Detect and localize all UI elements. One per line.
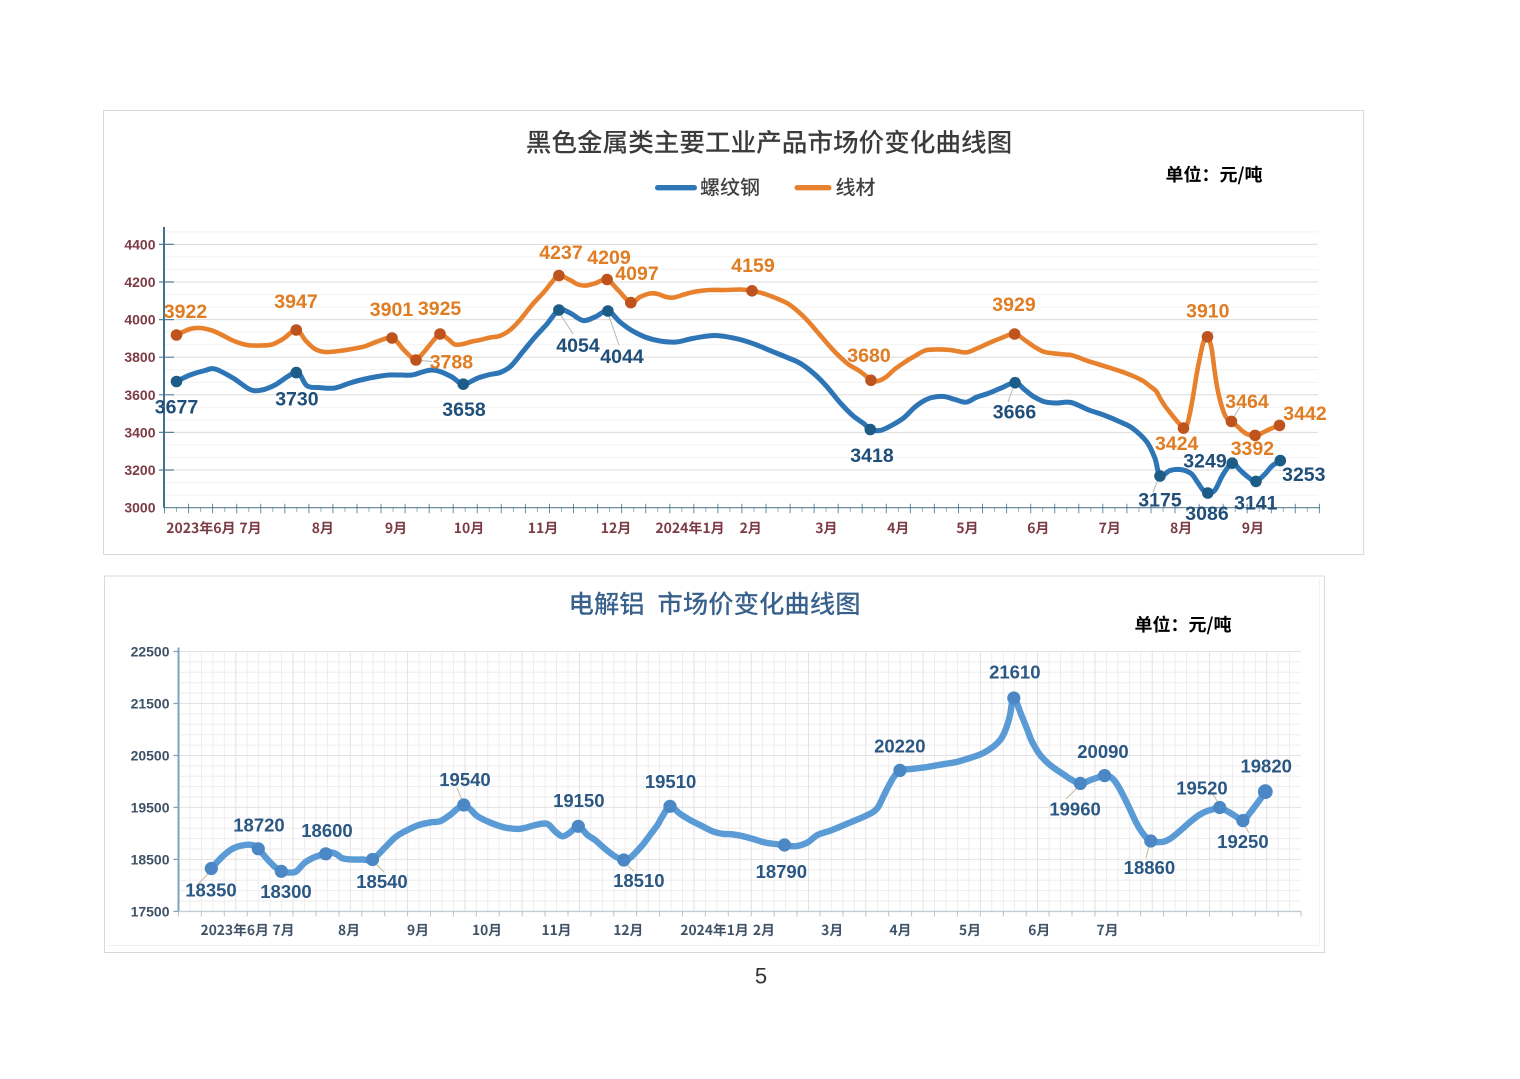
svg-text:18300: 18300	[260, 881, 311, 902]
svg-text:22500: 22500	[131, 644, 170, 660]
svg-text:3141: 3141	[1234, 492, 1278, 514]
svg-text:3929: 3929	[992, 294, 1036, 316]
svg-text:21500: 21500	[131, 696, 170, 712]
svg-text:18540: 18540	[356, 871, 407, 892]
svg-text:3901: 3901	[370, 299, 414, 321]
svg-text:20090: 20090	[1077, 741, 1128, 762]
svg-text:3600: 3600	[124, 387, 155, 403]
svg-text:3400: 3400	[124, 424, 155, 440]
svg-text:3730: 3730	[275, 388, 319, 410]
svg-text:20220: 20220	[874, 735, 925, 756]
svg-text:19510: 19510	[645, 771, 696, 792]
svg-text:4159: 4159	[731, 255, 775, 277]
svg-text:3200: 3200	[124, 462, 155, 478]
svg-text:3680: 3680	[847, 345, 891, 367]
svg-text:5: 5	[755, 964, 767, 989]
svg-text:19960: 19960	[1049, 798, 1100, 819]
svg-text:3086: 3086	[1185, 503, 1229, 525]
svg-text:4000: 4000	[124, 312, 155, 328]
svg-text:4209: 4209	[587, 247, 631, 269]
svg-text:3925: 3925	[418, 298, 462, 320]
svg-text:18350: 18350	[185, 880, 236, 901]
svg-text:4400: 4400	[124, 236, 155, 252]
svg-text:18510: 18510	[613, 870, 664, 891]
svg-text:19540: 19540	[439, 769, 490, 790]
svg-text:19150: 19150	[553, 790, 604, 811]
svg-text:4237: 4237	[539, 242, 582, 264]
svg-text:3666: 3666	[993, 402, 1037, 424]
svg-text:3658: 3658	[442, 399, 486, 421]
svg-text:3677: 3677	[155, 397, 198, 419]
svg-text:19520: 19520	[1176, 778, 1227, 799]
svg-text:3418: 3418	[850, 445, 894, 467]
svg-text:21610: 21610	[989, 661, 1040, 682]
svg-text:3442: 3442	[1283, 403, 1327, 425]
svg-text:18790: 18790	[756, 861, 807, 882]
svg-text:18720: 18720	[233, 815, 284, 836]
svg-text:3175: 3175	[1138, 490, 1182, 512]
svg-text:3249: 3249	[1183, 450, 1227, 472]
svg-text:18500: 18500	[131, 851, 170, 867]
svg-text:3464: 3464	[1225, 391, 1269, 413]
svg-text:4097: 4097	[615, 263, 658, 285]
svg-text:3788: 3788	[430, 352, 474, 374]
svg-text:18860: 18860	[1124, 857, 1175, 878]
svg-text:18600: 18600	[301, 820, 352, 841]
svg-text:19250: 19250	[1217, 831, 1268, 852]
svg-text:3947: 3947	[274, 291, 317, 313]
svg-text:17500: 17500	[131, 903, 170, 919]
svg-text:3910: 3910	[1186, 300, 1230, 322]
svg-text:19500: 19500	[131, 799, 170, 815]
svg-text:3253: 3253	[1282, 464, 1326, 486]
svg-text:3800: 3800	[124, 349, 155, 365]
svg-text:19820: 19820	[1240, 756, 1291, 777]
svg-text:3424: 3424	[1155, 433, 1199, 455]
svg-text:3392: 3392	[1231, 438, 1275, 460]
svg-text:20500: 20500	[131, 748, 170, 764]
svg-text:4054: 4054	[556, 335, 600, 357]
svg-text:4044: 4044	[600, 346, 644, 368]
svg-text:3000: 3000	[124, 500, 155, 516]
svg-text:3922: 3922	[164, 301, 208, 323]
svg-text:4200: 4200	[124, 274, 155, 290]
